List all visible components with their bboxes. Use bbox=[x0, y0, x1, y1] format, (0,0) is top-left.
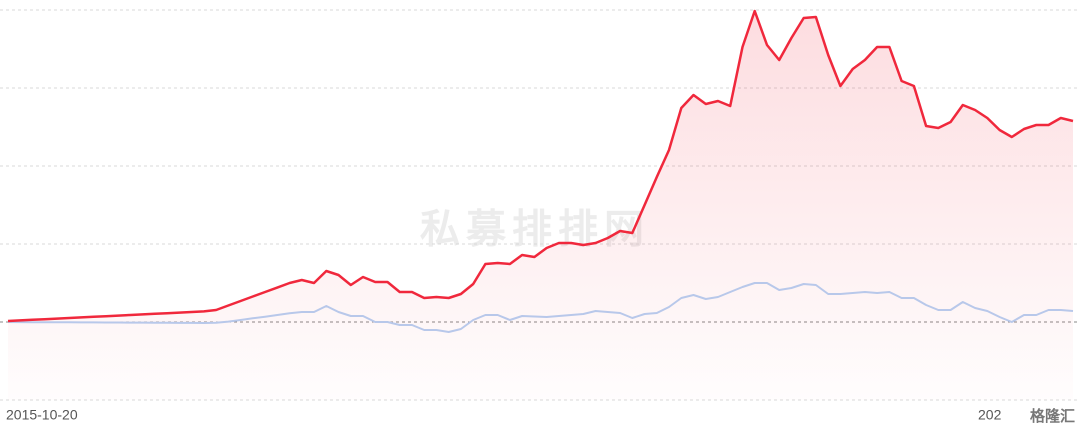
logo: 格隆汇 bbox=[1030, 407, 1075, 425]
x-tick-label: 2015-10-20 bbox=[6, 407, 78, 423]
line bbox=[7, 9, 1074, 323]
x-tick-label: 202 bbox=[978, 407, 1002, 423]
line bbox=[7, 282, 1074, 333]
area bbox=[8, 11, 1073, 400]
logo-bg bbox=[1005, 406, 1080, 428]
